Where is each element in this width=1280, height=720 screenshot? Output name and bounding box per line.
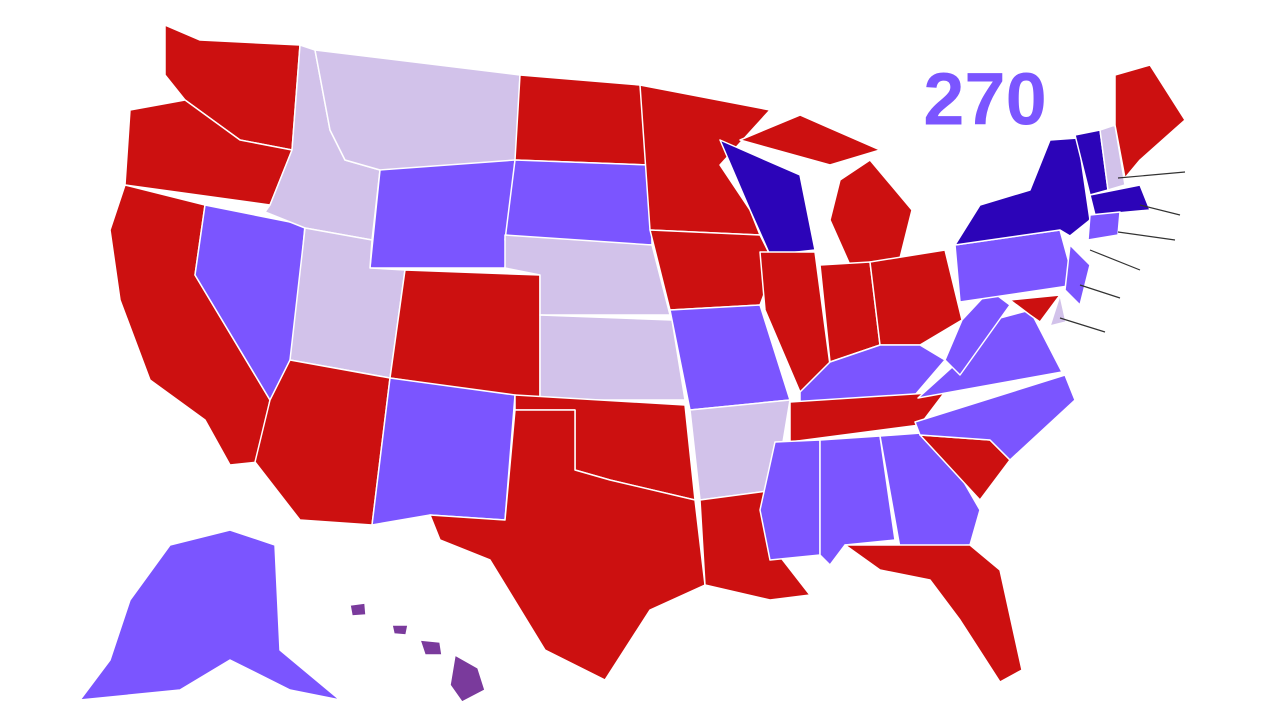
north-carolina bbox=[914, 374, 1076, 461]
leader-lines bbox=[1059, 171, 1186, 333]
ohio bbox=[869, 249, 963, 346]
kansas bbox=[539, 314, 686, 401]
mississippi bbox=[759, 439, 821, 561]
hawaii-oahu bbox=[391, 624, 409, 636]
connecticut bbox=[1087, 211, 1121, 241]
leader-line bbox=[1079, 284, 1121, 299]
alaska bbox=[79, 529, 341, 701]
electoral-votes-title: 270 bbox=[923, 58, 1046, 141]
michigan-upper bbox=[739, 114, 881, 166]
west-virginia bbox=[944, 289, 1011, 376]
south-dakota bbox=[504, 159, 653, 246]
new-jersey bbox=[1064, 244, 1091, 306]
leader-line bbox=[1139, 204, 1181, 216]
florida bbox=[844, 544, 1023, 683]
indiana bbox=[819, 261, 881, 363]
north-dakota bbox=[514, 74, 651, 166]
maine bbox=[1114, 64, 1186, 179]
michigan bbox=[829, 159, 913, 266]
iowa bbox=[649, 229, 776, 311]
wyoming bbox=[369, 159, 516, 269]
leader-line bbox=[1117, 171, 1186, 179]
new-hampshire bbox=[1099, 124, 1126, 191]
leader-line bbox=[1117, 231, 1176, 241]
new-york bbox=[954, 137, 1091, 246]
hawaii-big bbox=[449, 654, 486, 703]
states bbox=[79, 24, 1186, 703]
hawaii-maui bbox=[419, 639, 443, 656]
texas bbox=[429, 409, 706, 681]
leader-line bbox=[1089, 249, 1141, 271]
massachusetts bbox=[1089, 184, 1151, 216]
leader-line bbox=[1059, 317, 1106, 333]
new-mexico bbox=[371, 377, 516, 526]
hawaii-kauai bbox=[349, 602, 367, 617]
maryland bbox=[1009, 294, 1061, 323]
